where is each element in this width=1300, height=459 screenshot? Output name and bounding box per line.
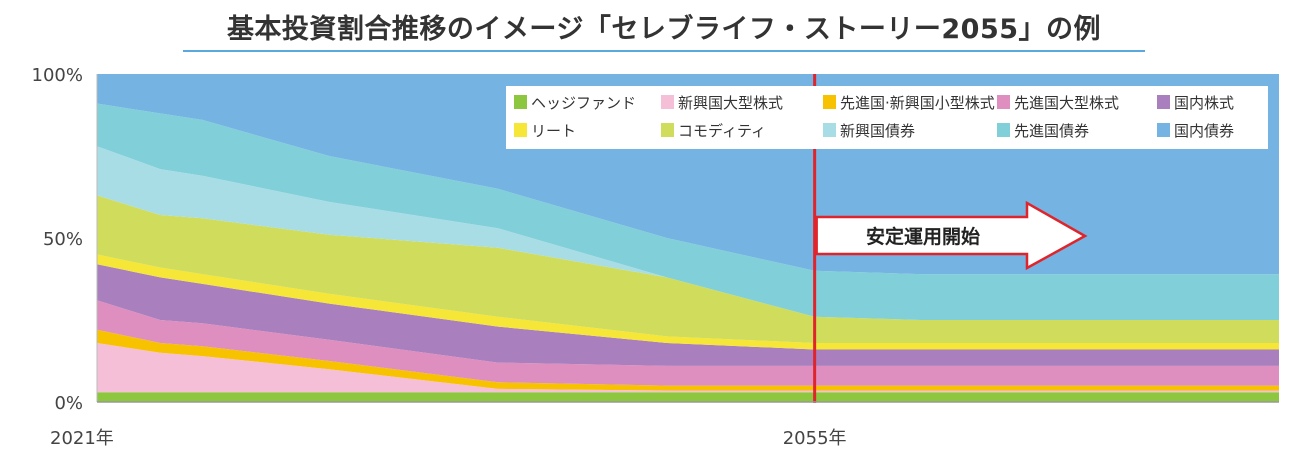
area-series-6 xyxy=(97,254,1279,350)
legend-swatch xyxy=(1157,95,1170,109)
arrow-right-icon xyxy=(815,200,1088,271)
legend-swatch xyxy=(997,95,1010,109)
legend-label: 先進国債券 xyxy=(1014,122,1089,140)
y-tick-label: 100% xyxy=(32,65,83,86)
legend-label: 国内債券 xyxy=(1174,122,1234,140)
legend-swatch xyxy=(514,95,527,109)
area-series-3 xyxy=(97,329,1279,391)
legend-label: 新興国債券 xyxy=(840,122,915,140)
x-tick-label: 2021年 xyxy=(50,428,114,449)
legend-swatch xyxy=(1157,123,1170,137)
annotation-label: 安定運用開始 xyxy=(866,225,980,248)
legend-swatch xyxy=(514,123,527,137)
chart-title: 基本投資割合推移のイメージ「セレブライフ・ストーリー2055」の例 xyxy=(183,8,1145,52)
area-series-5 xyxy=(97,264,1279,366)
area-series-1 xyxy=(97,392,1279,402)
legend-label: ヘッジファンド xyxy=(531,94,636,112)
legend-label: 先進国·新興国小型株式 xyxy=(840,94,995,112)
legend-swatch xyxy=(661,123,674,137)
area-series-2 xyxy=(97,343,1279,393)
area-series-9 xyxy=(97,103,1279,320)
y-tick-label: 0% xyxy=(54,393,83,414)
legend-label: 国内株式 xyxy=(1174,94,1234,112)
area-series-8 xyxy=(97,146,1279,320)
legend-label: コモディティ xyxy=(678,122,766,140)
x-tick-label: 2055年 xyxy=(783,428,847,449)
legend-label: 新興国大型株式 xyxy=(678,94,783,112)
legend-swatch xyxy=(823,123,836,137)
legend-swatch xyxy=(661,95,674,109)
legend-label: リート xyxy=(531,122,576,140)
legend-swatch xyxy=(997,123,1010,137)
legend-box xyxy=(506,86,1268,149)
area-series-7 xyxy=(97,195,1279,343)
y-tick-label: 50% xyxy=(43,229,83,250)
legend-label: 先進国大型株式 xyxy=(1014,94,1119,112)
start-marker-group: 安定運用開始 xyxy=(813,74,1088,403)
axes: 0% 50% 100% 2021年 2055年 xyxy=(32,65,1279,449)
area-series-4 xyxy=(97,300,1279,386)
legend-swatch xyxy=(823,95,836,109)
